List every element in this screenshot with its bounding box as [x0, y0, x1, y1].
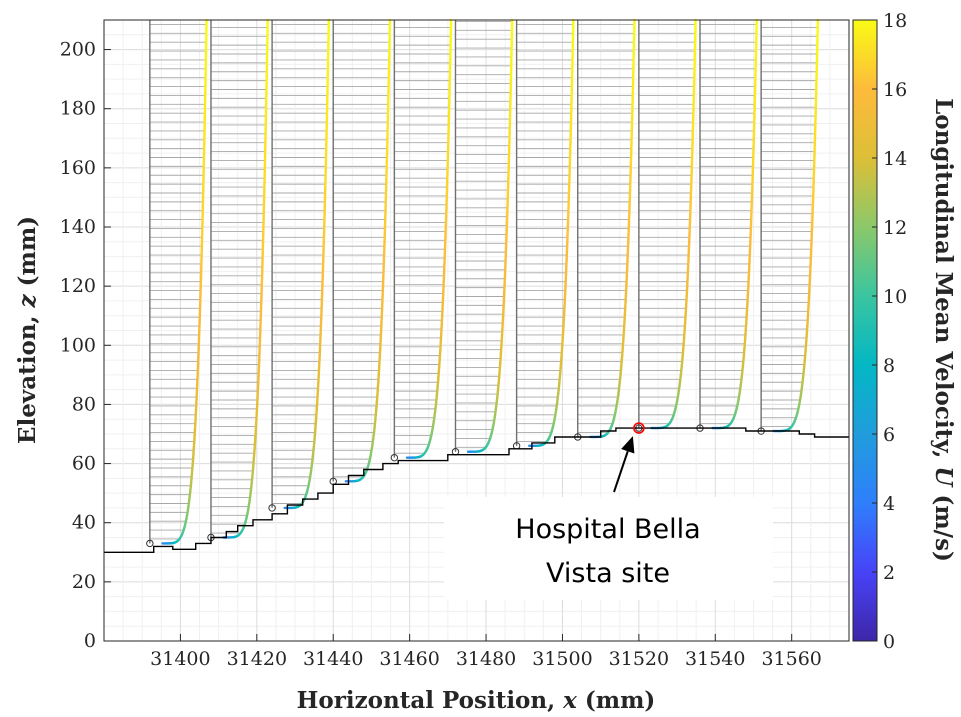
annotation-arrow [613, 450, 629, 493]
profile-ground-marker [268, 504, 276, 512]
x-tick-label: 31500 [532, 648, 592, 670]
x-tick-label: 31520 [609, 648, 669, 670]
x-tick-label: 31560 [761, 648, 821, 670]
marker-layer [633, 422, 645, 434]
annotation-line-1: Hospital Bella [515, 514, 700, 545]
y-tick-label: 140 [60, 216, 96, 238]
annotation-line-2: Vista site [546, 558, 670, 589]
colorbar-tick-label: 8 [883, 355, 895, 377]
annotation-arrow-head [621, 436, 635, 454]
y-tick-label: 160 [60, 157, 96, 179]
colorbar: 0 2 4 6 8 10 12 14 16 18 [852, 10, 907, 653]
x-tick-label: 31460 [379, 648, 439, 670]
y-tick-label: 100 [60, 334, 96, 356]
colorbar-tick-label: 16 [883, 79, 907, 101]
colorbar-tick-label: 12 [883, 217, 907, 239]
y-tick-label: 180 [60, 98, 96, 120]
y-tick-label: 120 [60, 275, 96, 297]
terrain-layer [104, 427, 849, 553]
y-tick-label: 200 [60, 39, 96, 61]
profiles-layer [146, 18, 820, 548]
site-marker [633, 422, 645, 434]
profile-ground-marker [146, 539, 154, 548]
terrain-line [104, 427, 849, 553]
colorbar-tick-label: 2 [883, 562, 895, 584]
x-axis-title: Horizontal Position, x (mm) [297, 687, 656, 714]
colorbar-title: Longitudinal Mean Velocity, U (m/s) [930, 98, 957, 562]
y-tick-label: 40 [72, 512, 96, 534]
x-tick-label: 31440 [303, 648, 363, 670]
colorbar-tick-label: 18 [883, 10, 907, 32]
plot-frame [103, 19, 850, 642]
y-tick-label: 20 [72, 571, 96, 593]
colorbar-tick-label: 14 [883, 148, 907, 170]
annotation: Hospital Bella Vista site [444, 436, 773, 600]
colorbar-ticks: 0 2 4 6 8 10 12 14 16 18 [872, 10, 907, 653]
x-tick-label: 31540 [685, 648, 745, 670]
x-tick-label: 31480 [456, 648, 516, 670]
colorbar-tick-label: 6 [883, 424, 895, 446]
y-tick-label: 0 [84, 630, 96, 652]
annotation-box [444, 497, 773, 600]
x-tick-label: 31400 [150, 648, 210, 670]
colorbar-tick-label: 0 [883, 631, 895, 653]
colorbar-tick-label: 4 [883, 493, 895, 515]
colorbar-tick-label: 10 [883, 286, 907, 308]
axis-ticks-layer: 31400 31420 31440 31460 31480 31500 31520 31540… [60, 39, 822, 670]
profile-ground-marker [390, 453, 399, 462]
y-tick-label: 80 [72, 393, 96, 415]
colorbar-gradient [852, 19, 878, 642]
y-axis-title: Elevation, z (mm) [14, 216, 41, 444]
y-tick-label: 60 [72, 453, 96, 475]
x-tick-label: 31420 [227, 648, 287, 670]
